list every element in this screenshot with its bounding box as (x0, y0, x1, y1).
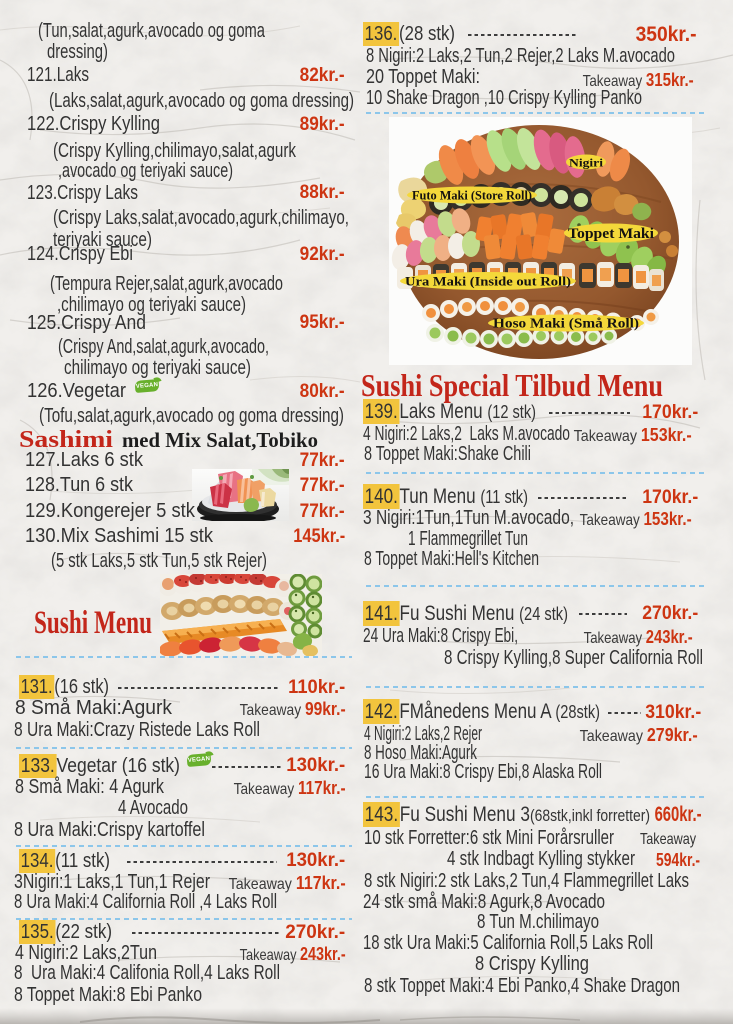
svg-text:Futo Maki (Store Roll): Futo Maki (Store Roll) (412, 189, 532, 203)
svg-text:Hoso Maki (Små Roll): Hoso Maki (Små Roll) (493, 316, 639, 331)
svg-text:Toppet Maki: Toppet Maki (568, 226, 654, 242)
svg-text:Nigiri: Nigiri (569, 156, 604, 170)
svg-text:Ura Maki (Inside out Roll): Ura Maki (Inside out Roll) (405, 274, 571, 289)
